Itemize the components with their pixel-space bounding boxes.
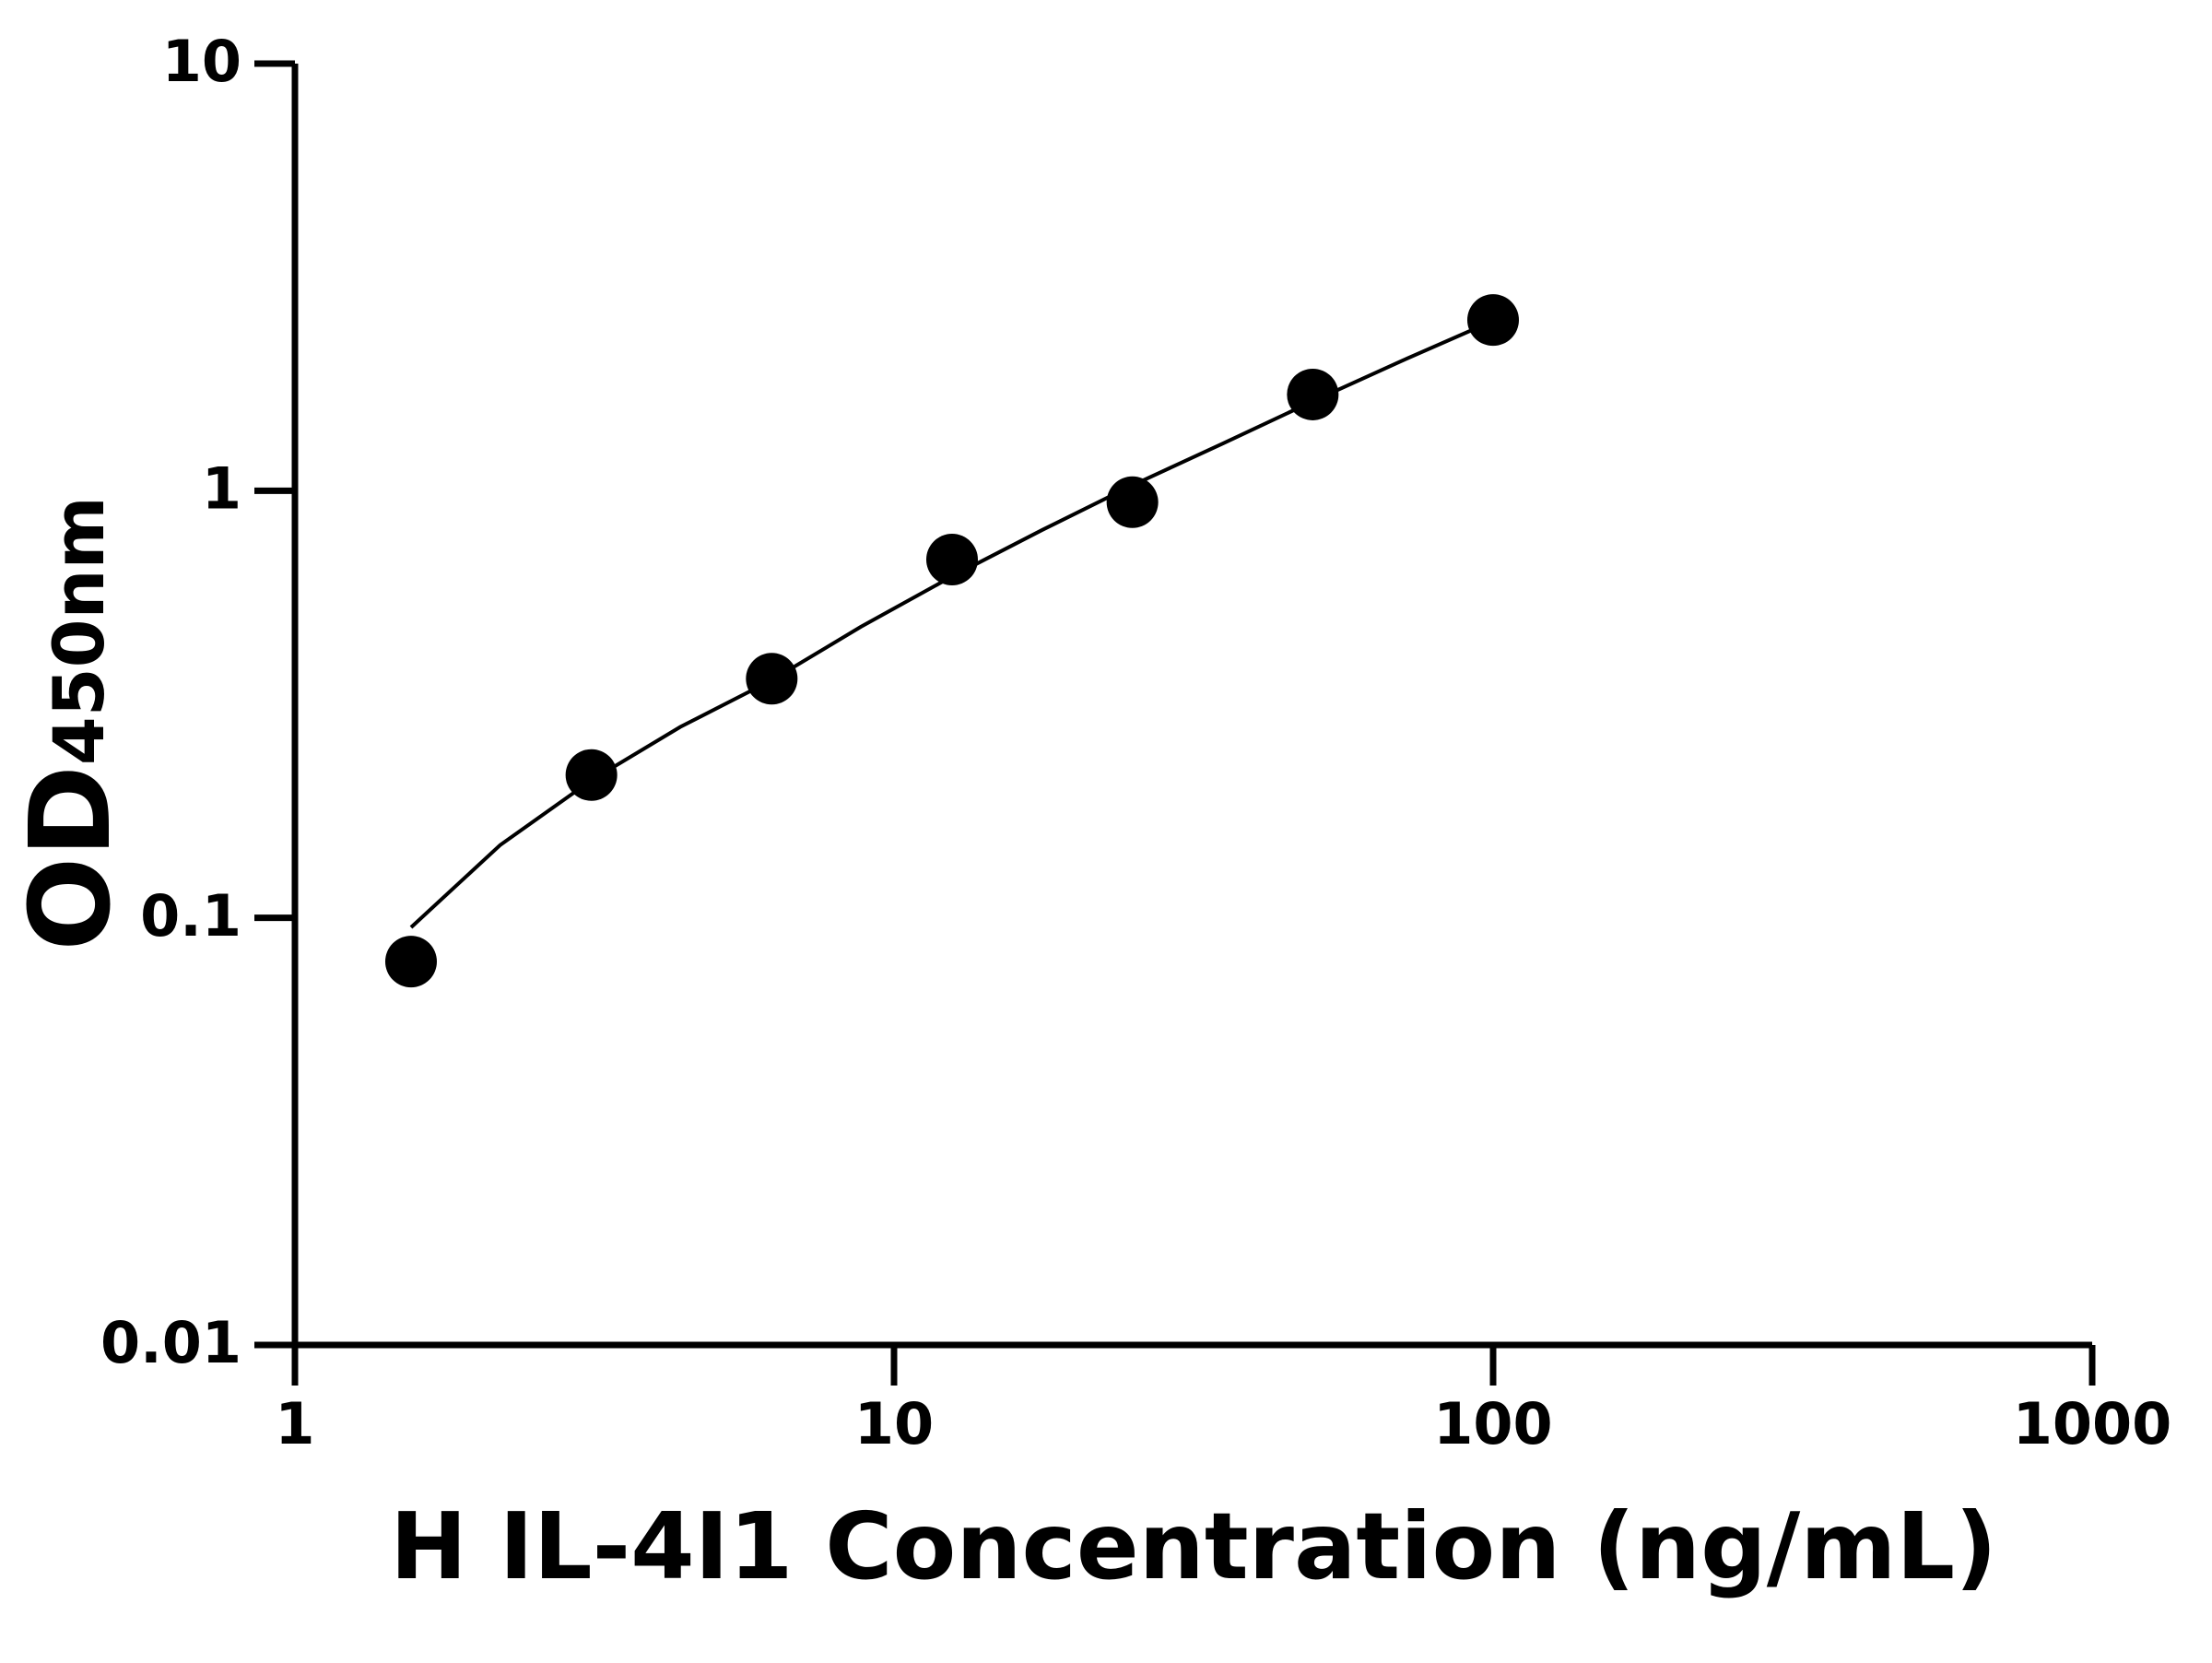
x-tick-label: 100: [1433, 1390, 1552, 1457]
y-axis-label-main: OD: [7, 765, 135, 951]
y-tick-label: 0.1: [140, 882, 241, 949]
x-tick-label: 1000: [2013, 1390, 2172, 1457]
y-tick-label: 0.01: [100, 1309, 241, 1376]
y-axis-label-subscript: 450nm: [38, 496, 120, 765]
data-point: [384, 936, 437, 988]
y-axis-label: OD450nm: [7, 496, 135, 951]
data-point: [746, 653, 798, 705]
data-point: [1467, 294, 1519, 347]
data-point: [1287, 368, 1339, 420]
x-axis-label: H IL-4I1 Concentration (ng/mL): [390, 1492, 1997, 1600]
y-tick-label: 10: [162, 28, 241, 95]
data-point: [925, 533, 978, 585]
x-tick-label: 1: [275, 1390, 314, 1457]
x-tick-label: 10: [854, 1390, 934, 1457]
data-point: [1106, 476, 1159, 528]
y-tick-label: 1: [202, 454, 241, 522]
data-point: [565, 749, 618, 801]
